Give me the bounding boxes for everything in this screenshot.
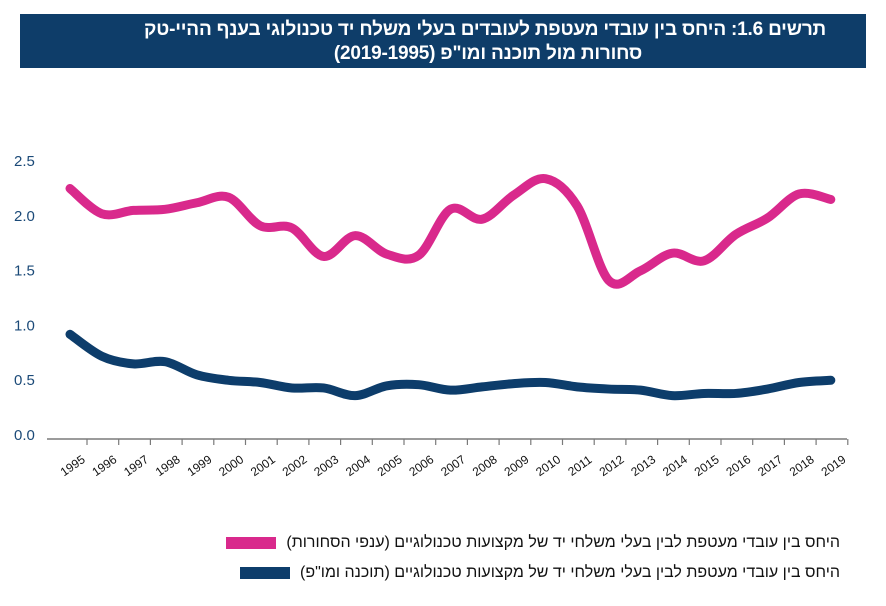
x-tick-label: 2002 (280, 452, 310, 479)
x-tick-label: 1997 (121, 452, 151, 479)
x-tick-label: 2007 (438, 452, 468, 479)
x-axis: 1995 1996 1997 1998 1999 2000 2001 2002 2003 2004… (47, 438, 849, 479)
x-tick-label: 2014 (660, 452, 690, 479)
x-tick-label: 2001 (248, 452, 278, 479)
x-tick-label: 2010 (533, 452, 563, 479)
legend: היחס בין עובדי מעטפת לבין בעלי משלחי יד … (226, 528, 840, 588)
legend-label-commerce: היחס בין עובדי מעטפת לבין בעלי משלחי יד … (286, 534, 840, 551)
series-lines (65, 174, 836, 401)
series-line-commerce (65, 174, 836, 289)
series-line-software (65, 329, 836, 401)
x-tick-label: 1995 (58, 452, 88, 479)
legend-item-software: היחס בין עובדי מעטפת לבין בעלי משלחי יד … (226, 558, 840, 588)
x-tick-label: 2018 (787, 452, 817, 479)
y-tick-label: 1.5 (14, 263, 35, 280)
x-tick-label: 2006 (406, 452, 436, 479)
legend-label-software: היחס בין עובדי מעטפת לבין בעלי משלחי יד … (300, 564, 840, 581)
x-tick-label: 2017 (755, 452, 785, 479)
x-tick-label: 1999 (185, 452, 215, 479)
y-tick-label: 0.5 (14, 372, 35, 389)
x-tick-label: 2004 (343, 452, 373, 479)
x-tick-label: 2015 (692, 452, 722, 479)
y-axis: 0.0 0.5 1.0 1.5 2.0 2.5 (14, 153, 35, 444)
x-tick-label: 2016 (723, 452, 753, 479)
legend-item-commerce: היחס בין עובדי מעטפת לבין בעלי משלחי יד … (226, 528, 840, 558)
x-tick-label: 1996 (89, 452, 119, 479)
chart-title-line-1: תרשים 1.6: היחס בין עובדי מעטפת לעובדים … (144, 19, 826, 40)
x-tick-label: 2012 (597, 452, 627, 479)
y-tick-label: 1.0 (14, 317, 35, 334)
legend-swatch-commerce (226, 537, 277, 549)
x-tick-label: 2011 (565, 452, 594, 478)
y-tick-label: 2.0 (14, 208, 35, 225)
chart-title-line-2: סחורות מול תוכנה ומו"פ (2019-1995) (333, 43, 643, 64)
line-chart: 0.00.51.01.52.02.5 1995 1996 1997 1998 1999 2… (14, 153, 849, 479)
x-tick-label: 2009 (502, 452, 532, 479)
x-tick-label: 2005 (375, 452, 405, 479)
x-tick-label: 2013 (628, 452, 658, 479)
y-tick-label: 0.0 (14, 427, 35, 444)
x-tick-label: 1998 (153, 452, 183, 479)
legend-swatch-software (240, 567, 291, 579)
x-tick-label: 2019 (819, 452, 849, 479)
y-tick-label: 2.5 (14, 153, 35, 170)
x-tick-label: 2008 (470, 452, 500, 479)
chart-title-banner: תרשים 1.6: היחס בין עובדי מעטפת לעובדים … (20, 14, 866, 68)
x-tick-label: 2003 (311, 452, 341, 479)
x-tick-label: 2000 (216, 452, 246, 479)
